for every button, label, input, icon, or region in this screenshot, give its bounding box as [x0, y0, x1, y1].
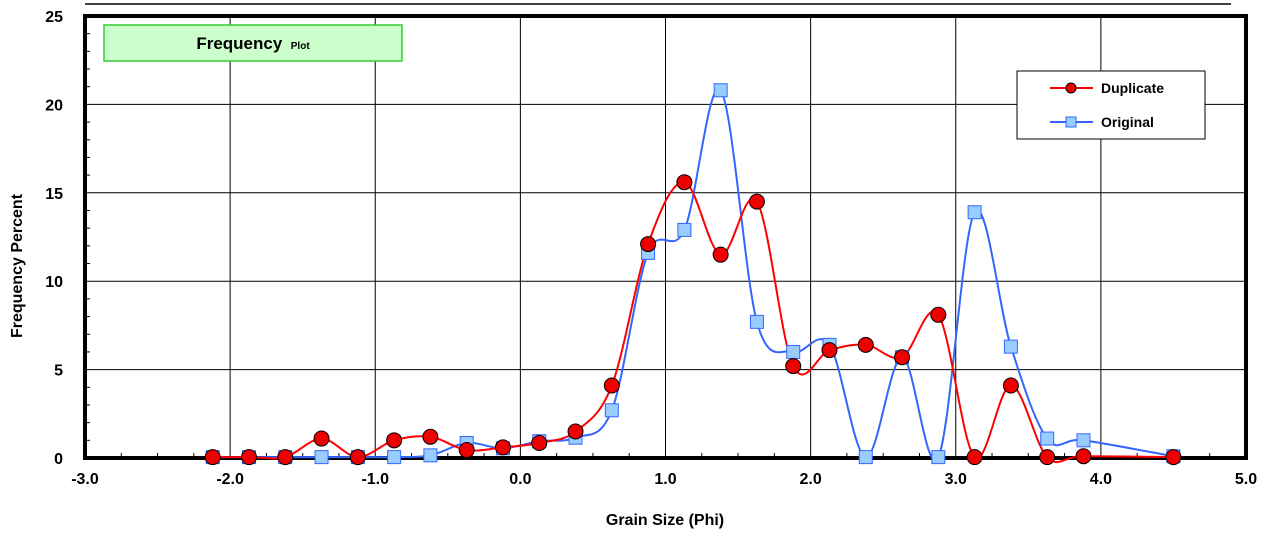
data-point-original: [931, 450, 946, 465]
data-point-duplicate: [531, 434, 548, 451]
series-line-duplicate: [212, 181, 1174, 464]
x-tick-label: 3.0: [945, 471, 967, 488]
data-point-duplicate: [712, 246, 729, 263]
data-point-original: [1040, 431, 1055, 446]
x-tick-label: 5.0: [1235, 471, 1257, 488]
x-axis-title: Grain Size (Phi): [606, 512, 724, 529]
data-point-duplicate: [966, 449, 983, 466]
data-point-duplicate: [458, 442, 475, 459]
data-point-duplicate: [1165, 449, 1182, 466]
data-point-duplicate: [640, 236, 657, 253]
data-point-duplicate: [748, 193, 765, 210]
x-tick-label: 1.0: [654, 471, 676, 488]
x-tick-label: 0.0: [509, 471, 531, 488]
legend-duplicate-marker: [1065, 82, 1077, 94]
data-point-duplicate: [930, 306, 947, 323]
data-point-original: [387, 450, 402, 465]
legend-original-label: Original: [1101, 114, 1154, 130]
data-point-duplicate: [494, 439, 511, 456]
data-point-original: [314, 450, 329, 465]
data-point-original: [713, 83, 728, 98]
data-point-duplicate: [277, 449, 294, 466]
data-point-duplicate: [821, 342, 838, 359]
data-point-duplicate: [1002, 377, 1019, 394]
chart-title-suffix: Plot: [291, 41, 311, 52]
data-point-duplicate: [1039, 449, 1056, 466]
legend-duplicate-label: Duplicate: [1101, 80, 1164, 96]
data-point-original: [858, 450, 873, 465]
legend-item-duplicate: Duplicate: [1050, 80, 1164, 96]
data-point-original: [1076, 433, 1091, 448]
legend-box: [1016, 70, 1206, 140]
title-box: Frequency Plot: [103, 24, 403, 62]
series-markers-original: [205, 83, 1181, 465]
title-box-background: [103, 24, 403, 62]
plot-frame: [83, 14, 1248, 460]
data-point-duplicate: [204, 449, 221, 466]
data-point-original: [967, 205, 982, 220]
data-point-original: [604, 403, 619, 418]
x-tick-label: -3.0: [71, 471, 99, 488]
x-tick-label: -2.0: [216, 471, 244, 488]
data-point-duplicate: [422, 428, 439, 445]
x-tick-labels: -3.0 -2.0 -1.0 0.0 1.0 2.0 3.0 4.0 5.0: [71, 471, 1257, 488]
x-tick-label: 4.0: [1090, 471, 1112, 488]
data-point-duplicate: [240, 449, 257, 466]
y-tick-label: 5: [54, 363, 63, 380]
y-axis-title: Frequency Percent: [9, 193, 26, 338]
y-tick-label: 25: [45, 9, 63, 26]
data-point-original: [749, 314, 764, 329]
data-point-original: [1003, 339, 1018, 354]
chart-title: Frequency Plot: [196, 34, 310, 53]
x-tick-label: 2.0: [800, 471, 822, 488]
series-markers-duplicate: [204, 174, 1182, 466]
legend-item-original: Original: [1050, 114, 1154, 130]
chart-title-main: Frequency: [196, 34, 283, 53]
data-point-duplicate: [894, 349, 911, 366]
data-point-duplicate: [386, 432, 403, 449]
data-point-duplicate: [603, 377, 620, 394]
data-point-duplicate: [857, 336, 874, 353]
data-point-duplicate: [785, 358, 802, 375]
data-point-duplicate: [567, 423, 584, 440]
data-point-original: [786, 344, 801, 359]
data-point-duplicate: [313, 430, 330, 447]
y-tick-labels: 0 5 10 15 20 25: [45, 9, 63, 468]
data-point-original: [423, 448, 438, 463]
y-tick-label: 20: [45, 97, 63, 114]
legend: Duplicate Original: [1016, 70, 1206, 140]
data-point-original: [677, 222, 692, 237]
series-line-original: [212, 88, 1174, 462]
series-layer: [204, 83, 1182, 466]
axis-ticks: [85, 33, 1211, 458]
data-point-duplicate: [676, 174, 693, 191]
data-point-duplicate: [349, 449, 366, 466]
y-tick-label: 0: [54, 451, 63, 468]
data-point-duplicate: [1075, 448, 1092, 465]
x-tick-label: -1.0: [361, 471, 389, 488]
y-tick-label: 10: [45, 274, 63, 291]
legend-original-marker: [1065, 116, 1077, 128]
y-tick-label: 15: [45, 186, 63, 203]
